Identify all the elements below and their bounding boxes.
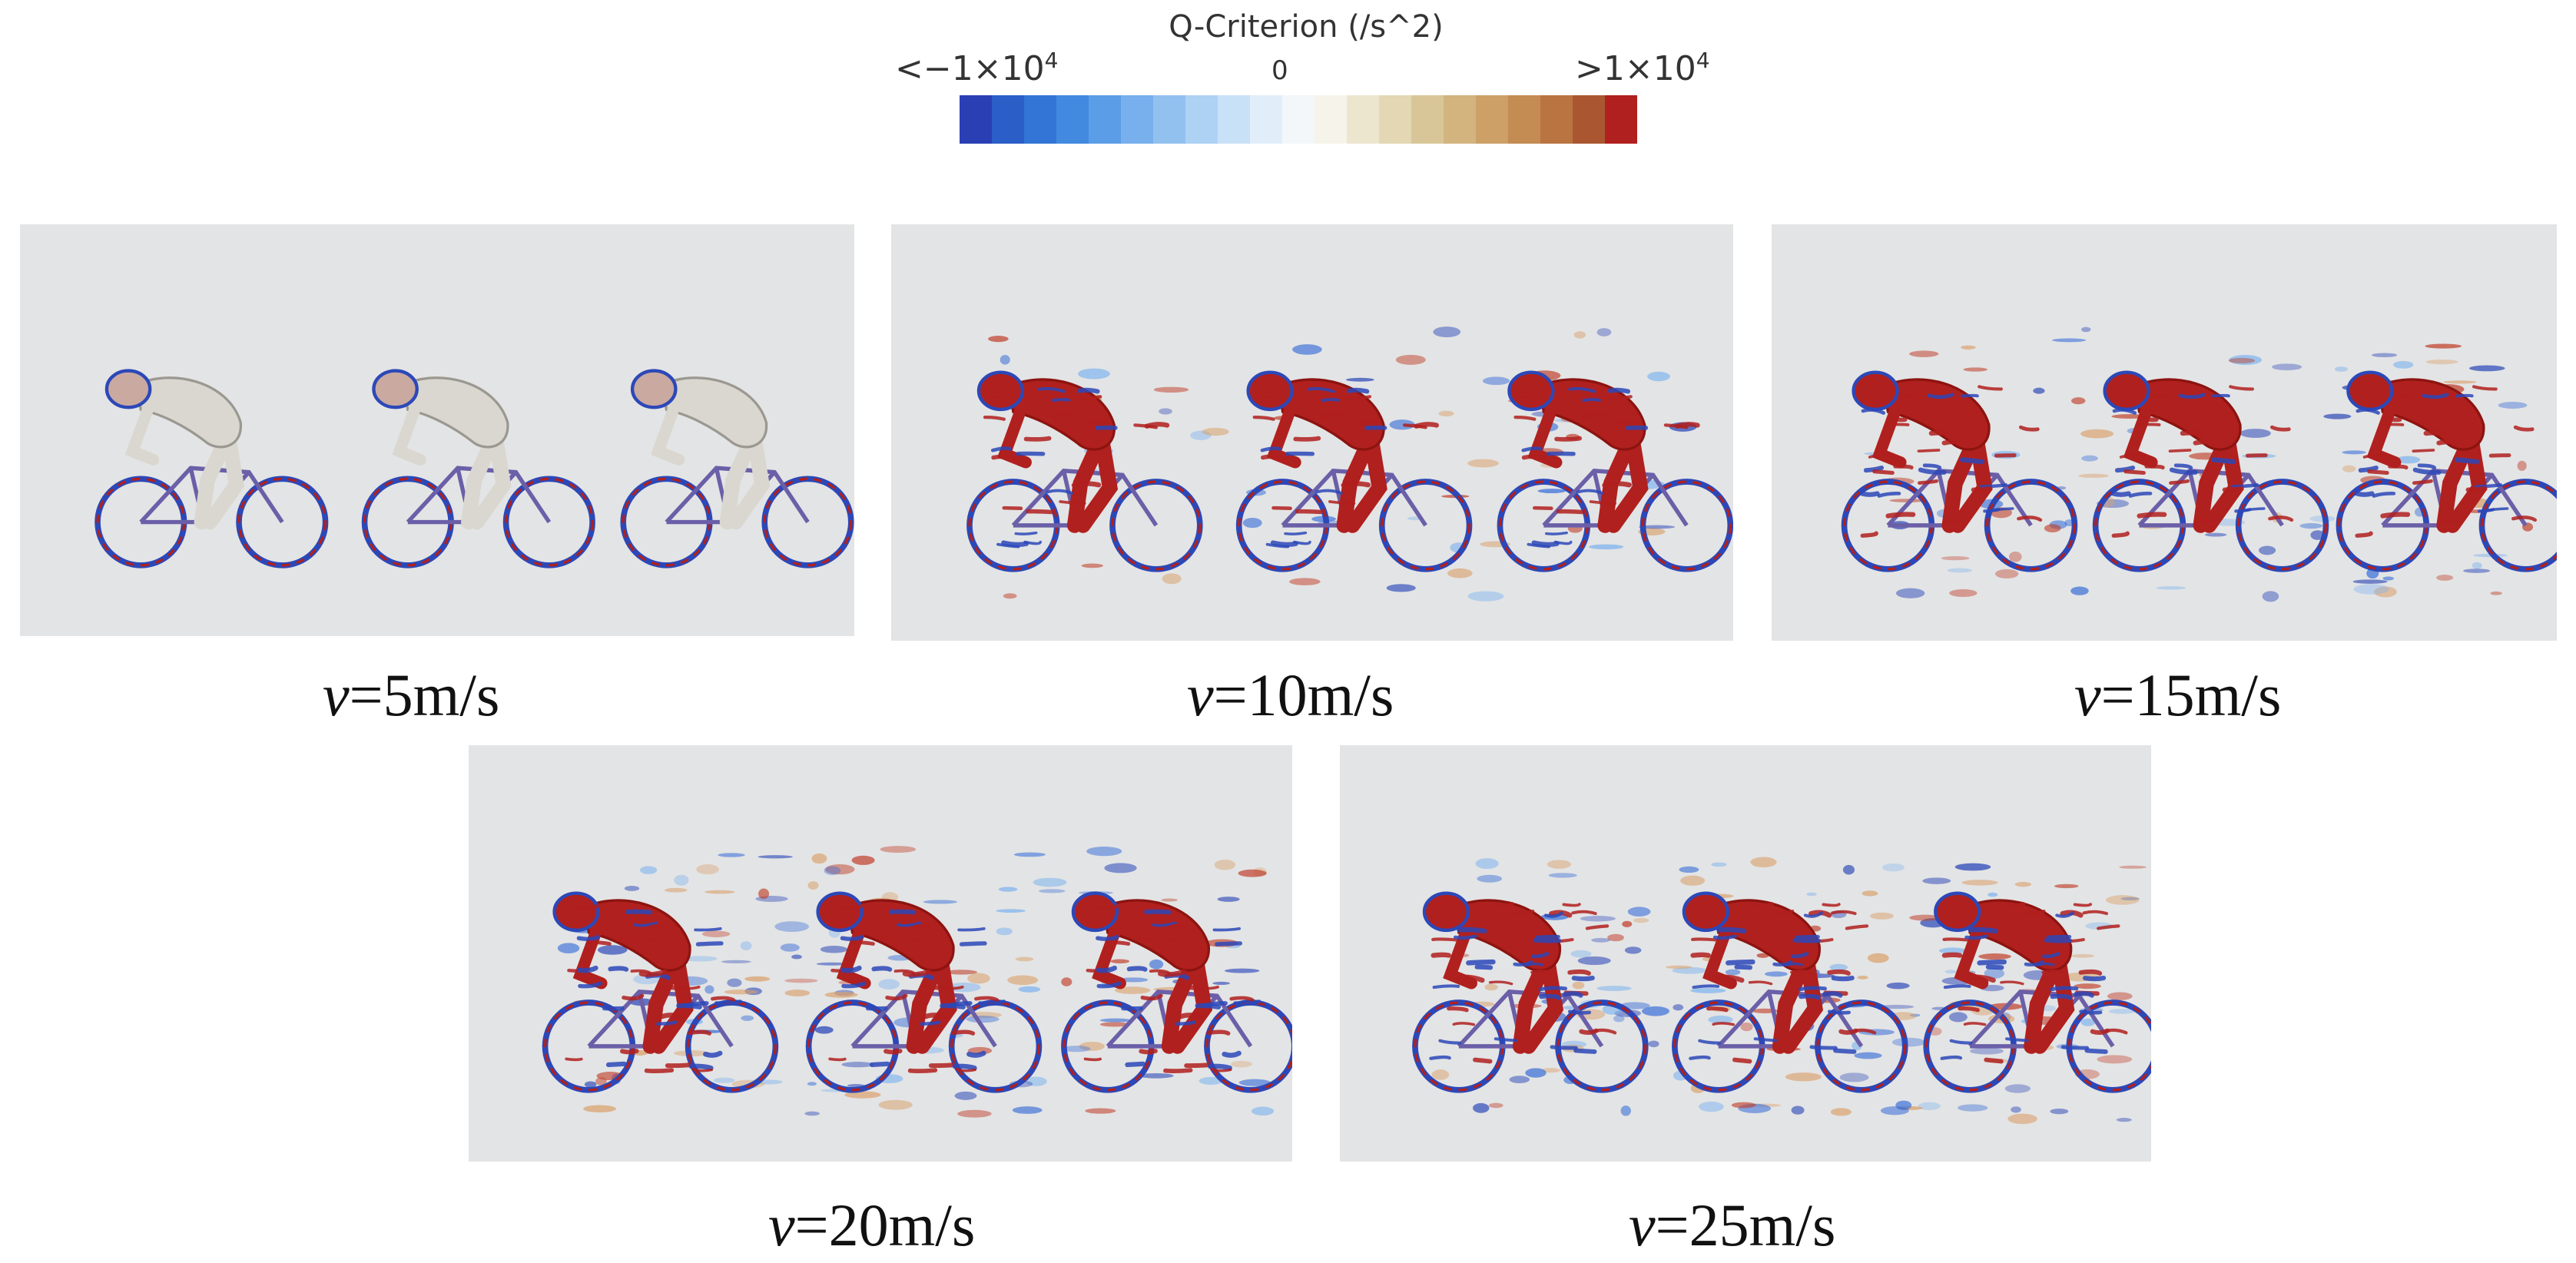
colorbar-band [1218, 95, 1250, 144]
colorbar-band [1540, 95, 1573, 144]
flow-visualization [1841, 327, 2557, 602]
colorbar-band [1379, 95, 1411, 144]
cyclist-figure [2092, 370, 2329, 572]
cyclist-figure [2336, 370, 2557, 572]
flow-visualization [542, 846, 1292, 1118]
colorbar-max-label: >1×104 [1575, 48, 1710, 88]
flow-visualization [94, 369, 854, 569]
panel-v25 [1340, 745, 2151, 1162]
cyclist-figure [805, 891, 1043, 1093]
caption-v5: v=5m/s [323, 661, 500, 728]
colorbar-band [1605, 95, 1637, 144]
flow-visualization [1412, 857, 2151, 1125]
colorbar-mid-label: 0 [1271, 55, 1288, 86]
cyclist-figure [1923, 891, 2151, 1093]
cyclist-figure [1235, 370, 1473, 572]
cyclist-figure [1672, 891, 1908, 1093]
cyclist-figure [1061, 891, 1292, 1093]
caption-v15: v=15m/s [2074, 661, 2282, 728]
colorbar-band [1282, 95, 1315, 144]
flow-visualization [966, 327, 1733, 602]
panel-v10 [891, 224, 1733, 641]
colorbar-band [1347, 95, 1379, 144]
colorbar-band [1024, 95, 1056, 144]
colorbar [960, 95, 1637, 144]
colorbar-band [1444, 95, 1476, 144]
cyclist-figure [1841, 370, 2078, 572]
colorbar-title: Q-Criterion (/s^2) [1169, 9, 1444, 45]
colorbar-band [1250, 95, 1282, 144]
caption-v25: v=25m/s [1629, 1192, 1836, 1258]
cyclist-figure [94, 369, 329, 569]
colorbar-band [1185, 95, 1218, 144]
colorbar-band [1411, 95, 1444, 144]
cyclist-figure [361, 369, 595, 569]
colorbar-band [1089, 95, 1121, 144]
cyclist-figure [1497, 370, 1733, 572]
panel-v5 [20, 224, 854, 636]
colorbar-band [1508, 95, 1540, 144]
colorbar-band [1153, 95, 1185, 144]
cyclist-figure [966, 370, 1203, 572]
cyclist-figure [1412, 891, 1649, 1093]
colorbar-band [1121, 95, 1153, 144]
cyclist-figure [620, 369, 854, 569]
colorbar-min-label: <−1×104 [895, 48, 1059, 88]
colorbar-band [1476, 95, 1508, 144]
panel-v20 [469, 745, 1292, 1162]
panel-v15 [1772, 224, 2557, 641]
colorbar-band [1315, 95, 1347, 144]
colorbar-band [1573, 95, 1605, 144]
colorbar-band [992, 95, 1024, 144]
caption-v20: v=20m/s [768, 1192, 976, 1258]
cyclist-figure [542, 891, 779, 1093]
colorbar-band [960, 95, 992, 144]
colorbar-band [1056, 95, 1089, 144]
caption-v10: v=10m/s [1187, 661, 1394, 728]
